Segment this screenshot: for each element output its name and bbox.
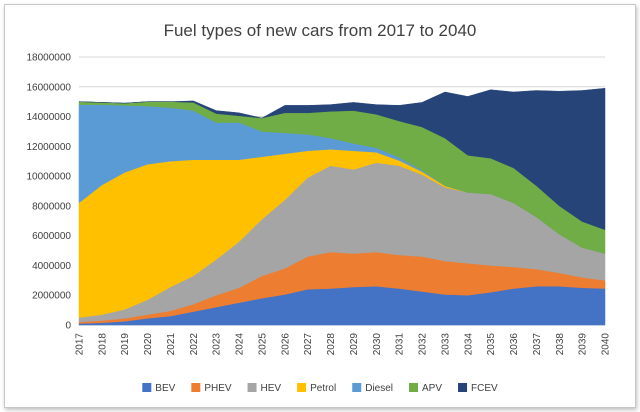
legend-item-diesel: Diesel bbox=[352, 383, 393, 394]
x-tick-label: 2034 bbox=[463, 333, 474, 356]
x-tick-label: 2020 bbox=[143, 333, 154, 356]
legend-item-hev: HEV bbox=[247, 383, 282, 394]
stacked-area-chart: Fuel types of new cars from 2017 to 2040… bbox=[27, 21, 612, 394]
x-axis-ticks: 2017 2018 2019 2020 2021 2022 2023 2024 2025 2026… bbox=[75, 333, 612, 356]
y-axis-ticks: 0 2000000 4000000 6000000 8000000 10000000 120… bbox=[27, 53, 72, 332]
x-tick-label: 2033 bbox=[440, 333, 451, 356]
area-fcev bbox=[78, 87, 606, 231]
legend-label: Diesel bbox=[365, 383, 393, 394]
x-tick-label: 2017 bbox=[75, 333, 86, 356]
y-tick-label: 8000000 bbox=[32, 201, 71, 212]
chart-frame: Fuel types of new cars from 2017 to 2040… bbox=[4, 4, 636, 408]
x-tick-label: 2018 bbox=[97, 333, 108, 356]
legend-label: APV bbox=[422, 383, 442, 394]
x-tick-label: 2021 bbox=[166, 333, 177, 356]
legend-swatch bbox=[458, 383, 468, 392]
x-tick-label: 2029 bbox=[349, 333, 360, 356]
x-tick-label: 2031 bbox=[395, 333, 406, 356]
legend-label: HEV bbox=[261, 383, 282, 394]
legend-label: Petrol bbox=[310, 383, 336, 394]
x-tick-label: 2040 bbox=[601, 333, 612, 356]
legend-swatch bbox=[409, 383, 419, 392]
legend-swatch bbox=[142, 383, 152, 392]
legend-item-fcev: FCEV bbox=[458, 383, 498, 394]
x-tick-label: 2030 bbox=[372, 333, 383, 356]
legend-item-bev: BEV bbox=[142, 383, 176, 394]
legend-label: FCEV bbox=[471, 383, 498, 394]
y-tick-label: 4000000 bbox=[32, 261, 71, 272]
series-areas bbox=[78, 87, 606, 326]
y-tick-label: 0 bbox=[65, 321, 71, 332]
x-tick-label: 2028 bbox=[326, 333, 337, 356]
y-tick-label: 6000000 bbox=[32, 231, 71, 242]
x-tick-label: 2022 bbox=[189, 333, 200, 356]
x-tick-label: 2024 bbox=[235, 333, 246, 356]
x-tick-label: 2038 bbox=[555, 333, 566, 356]
legend-swatch bbox=[297, 383, 307, 392]
y-tick-label: 18000000 bbox=[27, 53, 72, 64]
legend-item-apv: APV bbox=[409, 383, 442, 394]
x-tick-label: 2026 bbox=[280, 333, 291, 356]
x-tick-label: 2023 bbox=[212, 333, 223, 356]
x-tick-label: 2027 bbox=[303, 333, 314, 356]
x-tick-label: 2032 bbox=[418, 333, 429, 356]
x-tick-label: 2019 bbox=[120, 333, 131, 356]
y-tick-label: 16000000 bbox=[27, 82, 72, 93]
legend: BEV PHEV HEV Petrol Diesel APV FCEV bbox=[142, 383, 498, 394]
legend-item-petrol: Petrol bbox=[297, 383, 336, 394]
y-tick-label: 14000000 bbox=[27, 112, 72, 123]
x-tick-label: 2025 bbox=[257, 333, 268, 356]
legend-swatch bbox=[352, 383, 362, 392]
legend-swatch bbox=[191, 383, 201, 392]
legend-label: PHEV bbox=[204, 383, 232, 394]
y-tick-label: 12000000 bbox=[27, 142, 72, 153]
x-tick-label: 2039 bbox=[578, 333, 589, 356]
y-tick-label: 2000000 bbox=[32, 291, 71, 302]
y-tick-label: 10000000 bbox=[27, 172, 72, 183]
x-tick-label: 2037 bbox=[532, 333, 543, 356]
legend-swatch bbox=[247, 383, 257, 392]
x-tick-label: 2035 bbox=[486, 333, 497, 356]
legend-item-phev: PHEV bbox=[191, 383, 232, 394]
legend-label: BEV bbox=[155, 383, 175, 394]
x-tick-label: 2036 bbox=[509, 333, 520, 356]
chart-title: Fuel types of new cars from 2017 to 2040 bbox=[164, 21, 477, 40]
